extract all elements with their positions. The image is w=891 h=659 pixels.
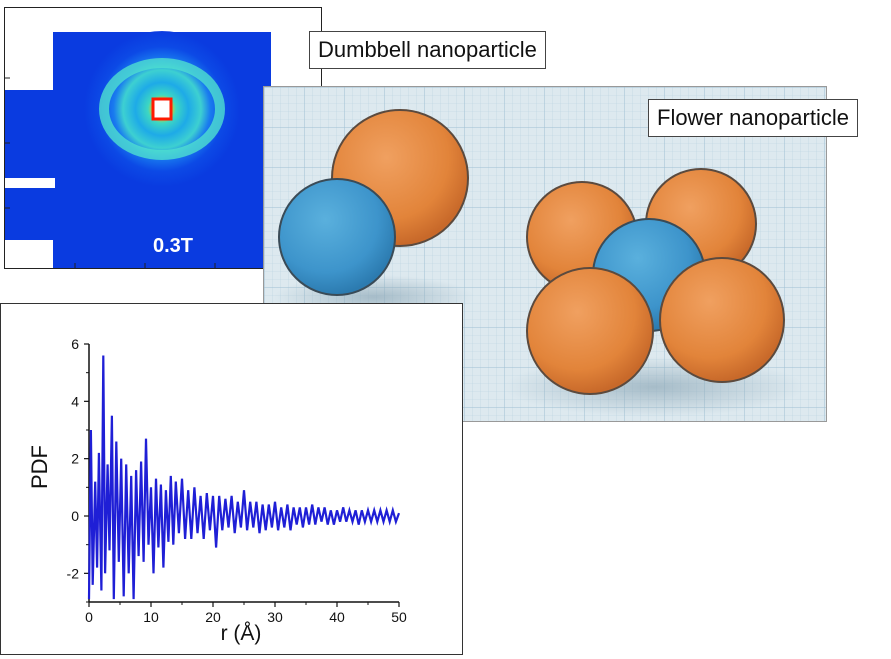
pdf-chart: -2 0 2 4 6 0 10 20 30 40 50 PDF r (Å) xyxy=(27,336,407,645)
flower-orange-sphere xyxy=(526,267,654,395)
x-tick-label: 20 xyxy=(205,609,221,625)
x-tick-label: 50 xyxy=(391,609,407,625)
y-tick-label: 2 xyxy=(71,451,79,467)
y-axis-label: PDF xyxy=(27,445,52,489)
nanoparticle-3d-scene xyxy=(263,86,827,422)
scattering-lobe xyxy=(99,58,225,160)
x-tick-label: 30 xyxy=(267,609,283,625)
y-tick-label: 6 xyxy=(71,336,79,352)
y-tick-label: 0 xyxy=(71,508,79,524)
saxs-pattern-svg: 0.3T xyxy=(5,31,321,268)
y-tick-label: -2 xyxy=(67,565,80,581)
x-tick-label: 10 xyxy=(143,609,159,625)
dumbbell-nanoparticle xyxy=(274,109,474,319)
pdf-chart-panel: -2 0 2 4 6 0 10 20 30 40 50 PDF r (Å) xyxy=(0,303,463,655)
flower-orange-sphere xyxy=(659,257,785,383)
pdf-series-line xyxy=(87,355,401,600)
flower-label: Flower nanoparticle xyxy=(648,99,858,137)
dumbbell-blue-sphere xyxy=(278,178,396,296)
x-tick-label: 0 xyxy=(85,609,93,625)
y-tick-label: 4 xyxy=(71,393,79,409)
x-axis-label: r (Å) xyxy=(221,622,262,645)
field-label: 0.3T xyxy=(153,235,193,257)
x-tick-label: 40 xyxy=(329,609,345,625)
beamstop xyxy=(151,97,173,121)
flower-nanoparticle xyxy=(504,168,804,417)
dumbbell-label: Dumbbell nanoparticle xyxy=(309,31,546,69)
